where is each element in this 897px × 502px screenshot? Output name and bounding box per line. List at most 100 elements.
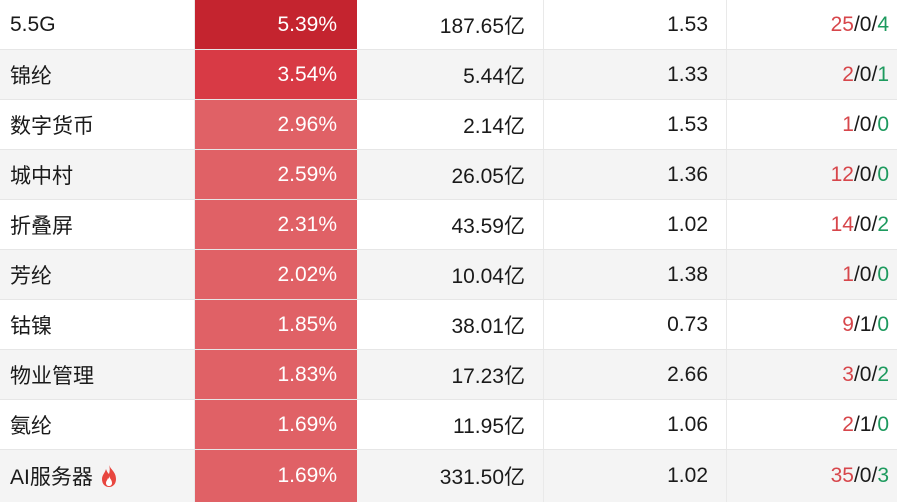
change-percent: 2.96% xyxy=(277,112,337,136)
turnover-amount: 38.01亿 xyxy=(451,314,525,338)
volume-ratio-cell: 1.33 xyxy=(544,50,727,99)
rise-flat-fall-cell: 1/0/0 xyxy=(727,250,897,299)
turnover-amount: 11.95亿 xyxy=(453,414,525,438)
rise-count: 1 xyxy=(842,262,854,286)
rise-flat-fall-cell: 14/0/2 xyxy=(727,200,897,249)
turnover-cell: 187.65亿 xyxy=(357,0,544,49)
sector-name-cell[interactable]: 芳纶 xyxy=(0,250,195,299)
turnover-cell: 26.05亿 xyxy=(357,150,544,199)
volume-ratio: 1.38 xyxy=(667,262,708,286)
separator: / xyxy=(853,12,860,36)
separator: / xyxy=(853,112,860,136)
separator: / xyxy=(853,212,860,236)
fall-count: 1 xyxy=(877,62,889,86)
change-percent: 5.39% xyxy=(277,12,337,36)
fire-icon xyxy=(99,464,119,488)
sector-name-cell[interactable]: 数字货币 xyxy=(0,100,195,149)
flat-count: 0 xyxy=(859,212,872,236)
sector-name-cell[interactable]: 折叠屏 xyxy=(0,200,195,249)
volume-ratio-cell: 1.53 xyxy=(544,100,727,149)
volume-ratio-cell: 1.02 xyxy=(544,200,727,249)
sector-name-cell[interactable]: 钴镍 xyxy=(0,300,195,349)
sector-name-cell[interactable]: 5.5G xyxy=(0,0,195,49)
fall-count: 0 xyxy=(877,162,889,186)
flat-count: 0 xyxy=(859,162,872,186)
change-percent: 2.59% xyxy=(277,162,337,186)
sector-name-cell[interactable]: 氨纶 xyxy=(0,400,195,449)
change-percent-cell: 1.85% xyxy=(195,300,357,349)
table-row[interactable]: 锦纶 3.54% 5.44亿 1.33 2/0/1 xyxy=(0,50,897,100)
volume-ratio-cell: 2.66 xyxy=(544,350,727,399)
separator: / xyxy=(853,62,860,86)
table-row[interactable]: AI服务器 1.69% 331.50亿 1.02 35/0/3 xyxy=(0,450,897,502)
fall-count: 0 xyxy=(877,262,889,286)
table-row[interactable]: 氨纶 1.69% 11.95亿 1.06 2/1/0 xyxy=(0,400,897,450)
turnover-cell: 331.50亿 xyxy=(357,450,544,502)
volume-ratio: 1.02 xyxy=(667,212,708,236)
separator: / xyxy=(871,262,878,286)
rise-flat-fall-cell: 35/0/3 xyxy=(727,450,897,502)
table-row[interactable]: 折叠屏 2.31% 43.59亿 1.02 14/0/2 xyxy=(0,200,897,250)
turnover-cell: 2.14亿 xyxy=(357,100,544,149)
volume-ratio: 0.73 xyxy=(667,312,708,336)
volume-ratio-cell: 0.73 xyxy=(544,300,727,349)
rise-flat-fall-cell: 25/0/4 xyxy=(727,0,897,49)
sector-name: 锦纶 xyxy=(10,64,52,88)
turnover-cell: 17.23亿 xyxy=(357,350,544,399)
turnover-amount: 2.14亿 xyxy=(463,114,525,138)
separator: / xyxy=(853,362,860,386)
turnover-amount: 26.05亿 xyxy=(451,164,525,188)
sector-name: 城中村 xyxy=(10,164,73,188)
rise-flat-fall-cell: 3/0/2 xyxy=(727,350,897,399)
volume-ratio-cell: 1.38 xyxy=(544,250,727,299)
flat-count: 0 xyxy=(859,362,872,386)
turnover-cell: 5.44亿 xyxy=(357,50,544,99)
sector-name: AI服务器 xyxy=(10,466,93,489)
separator: / xyxy=(871,412,878,436)
volume-ratio-cell: 1.36 xyxy=(544,150,727,199)
sector-name: 5.5G xyxy=(10,12,56,36)
table-row[interactable]: 物业管理 1.83% 17.23亿 2.66 3/0/2 xyxy=(0,350,897,400)
separator: / xyxy=(871,212,878,236)
sector-name-cell[interactable]: 锦纶 xyxy=(0,50,195,99)
turnover-amount: 10.04亿 xyxy=(451,264,525,288)
change-percent-cell: 2.96% xyxy=(195,100,357,149)
change-percent: 2.31% xyxy=(277,212,337,236)
change-percent: 1.83% xyxy=(277,362,337,386)
table-row[interactable]: 钴镍 1.85% 38.01亿 0.73 9/1/0 xyxy=(0,300,897,350)
sector-name: 芳纶 xyxy=(10,264,52,288)
rise-flat-fall-cell: 1/0/0 xyxy=(727,100,897,149)
change-percent-cell: 2.31% xyxy=(195,200,357,249)
table-row[interactable]: 城中村 2.59% 26.05亿 1.36 12/0/0 xyxy=(0,150,897,200)
flat-count: 1 xyxy=(859,312,872,336)
volume-ratio-cell: 1.02 xyxy=(544,450,727,502)
table-row[interactable]: 芳纶 2.02% 10.04亿 1.38 1/0/0 xyxy=(0,250,897,300)
rise-count: 25 xyxy=(830,12,854,36)
separator: / xyxy=(871,312,878,336)
change-percent-cell: 1.69% xyxy=(195,450,357,502)
change-percent: 1.69% xyxy=(277,412,337,436)
rise-count: 14 xyxy=(830,212,854,236)
rise-count: 2 xyxy=(842,412,854,436)
change-percent-cell: 1.83% xyxy=(195,350,357,399)
turnover-amount: 187.65亿 xyxy=(439,14,525,38)
table-row[interactable]: 数字货币 2.96% 2.14亿 1.53 1/0/0 xyxy=(0,100,897,150)
fall-count: 4 xyxy=(877,12,889,36)
rise-count: 12 xyxy=(830,162,854,186)
volume-ratio-cell: 1.06 xyxy=(544,400,727,449)
sector-name-cell[interactable]: 物业管理 xyxy=(0,350,195,399)
flat-count: 0 xyxy=(859,112,872,136)
turnover-amount: 331.50亿 xyxy=(439,466,525,489)
separator: / xyxy=(853,312,860,336)
separator: / xyxy=(853,412,860,436)
change-percent-cell: 1.69% xyxy=(195,400,357,449)
sector-name: 数字货币 xyxy=(10,114,94,138)
sector-name-cell[interactable]: AI服务器 xyxy=(0,450,195,502)
sector-name-cell[interactable]: 城中村 xyxy=(0,150,195,199)
fall-count: 0 xyxy=(877,412,889,436)
rise-flat-fall-cell: 2/0/1 xyxy=(727,50,897,99)
change-percent-cell: 2.59% xyxy=(195,150,357,199)
flat-count: 0 xyxy=(859,12,872,36)
table-row[interactable]: 5.5G 5.39% 187.65亿 1.53 25/0/4 xyxy=(0,0,897,50)
change-percent: 1.69% xyxy=(277,464,337,487)
